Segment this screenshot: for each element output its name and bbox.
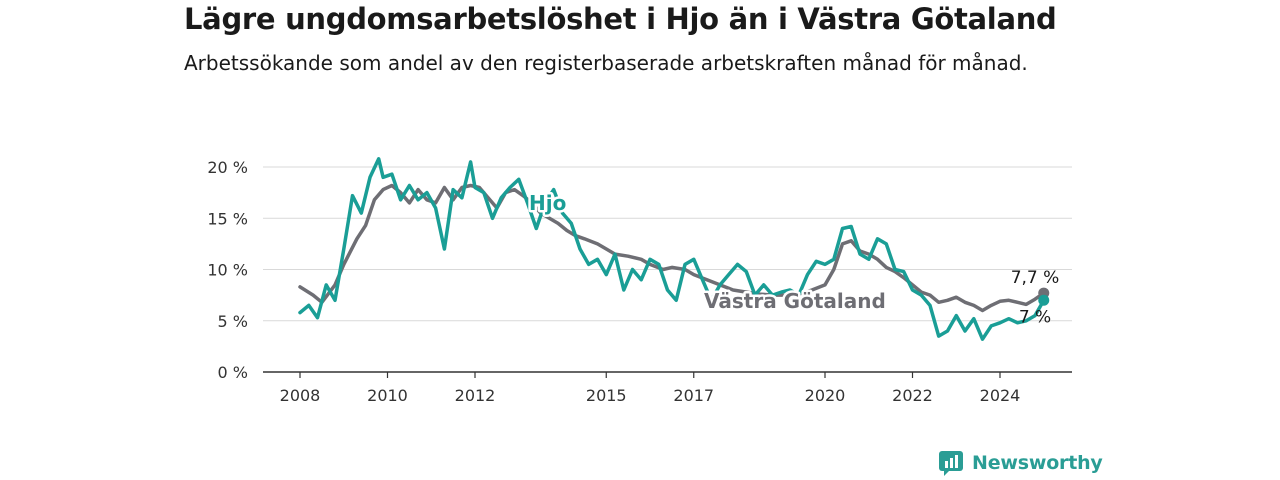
y-tick-label: 5 %: [218, 312, 248, 331]
x-tick-label: 2008: [280, 386, 321, 405]
x-tick-label: 2012: [455, 386, 496, 405]
x-tick-label: 2015: [586, 386, 627, 405]
series-line-hjo: [298, 157, 1046, 341]
newsworthy-logo: Newsworthy: [938, 450, 1103, 476]
annotation-vastra-gotaland: Västra Götaland: [704, 289, 886, 313]
y-tick-label: 10 %: [207, 261, 248, 280]
y-tick-label: 0 %: [218, 363, 248, 382]
end-label-hjo: 7 %: [1019, 307, 1051, 327]
end-marker-hjo: [1038, 294, 1050, 306]
annotation-hjo: Hjo: [529, 191, 566, 215]
chart-subtitle: Arbetssökande som andel av den registerb…: [184, 51, 1028, 75]
newsworthy-icon: [939, 451, 963, 476]
x-tick-label: 2010: [367, 386, 408, 405]
x-tick-label: 2022: [892, 386, 933, 405]
annotation-hjo-halo: Hjo: [529, 191, 566, 215]
x-tick-label: 2024: [980, 386, 1021, 405]
brand-name: Newsworthy: [972, 452, 1103, 474]
annotation-vastra-gotaland-halo: Västra Götaland: [704, 289, 886, 313]
y-tick-label: 15 %: [207, 209, 248, 228]
series-line-vastra-gotaland: [298, 183, 1046, 313]
y-tick-label: 20 %: [207, 158, 248, 177]
x-tick-label: 2017: [673, 386, 714, 405]
chart-title: Lägre ungdomsarbetslöshet i Hjo än i Väs…: [184, 2, 1057, 36]
x-tick-label: 2020: [805, 386, 846, 405]
end-label-vastra-gotaland: 7,7 %: [1011, 268, 1060, 288]
